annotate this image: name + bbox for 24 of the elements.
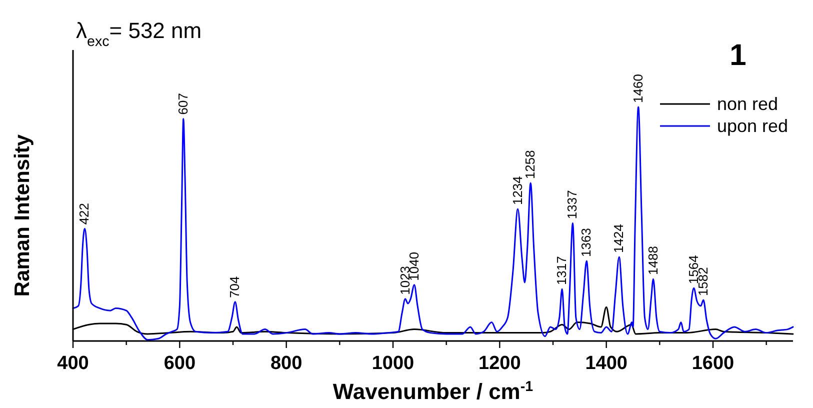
annotation: 607 [175, 92, 190, 115]
annotation: 1317 [554, 256, 570, 286]
annotation: 1488 [645, 246, 660, 275]
annotation: 1424 [611, 224, 626, 253]
x-tick-label: 1200 [478, 353, 521, 374]
legend-label: upon red [717, 116, 788, 136]
annotation: 1234 [510, 176, 525, 206]
y-axis-title: Raman Intensity [11, 134, 34, 297]
x-tick-label: 800 [270, 353, 302, 374]
annotation: 1363 [578, 228, 594, 257]
x-tick-label: 1400 [585, 353, 628, 374]
annotation: 422 [76, 202, 92, 225]
legend-label: non red [717, 94, 778, 114]
annotation: 1258 [522, 150, 538, 180]
annotation: 704 [227, 276, 242, 298]
text: λ$_{exc}$= 532 nm [76, 18, 202, 50]
x-axis-title: Wavenumber / cm$^{-1}$ [332, 379, 534, 404]
x-tick-label: 1000 [372, 353, 414, 374]
text: 1 [730, 39, 746, 72]
annotation: 1337 [564, 190, 580, 220]
x-tick-label: 1600 [692, 353, 734, 374]
annotation: 1460 [630, 74, 646, 103]
x-tick-label: 600 [164, 353, 196, 374]
x-tick-label: 400 [57, 353, 89, 374]
